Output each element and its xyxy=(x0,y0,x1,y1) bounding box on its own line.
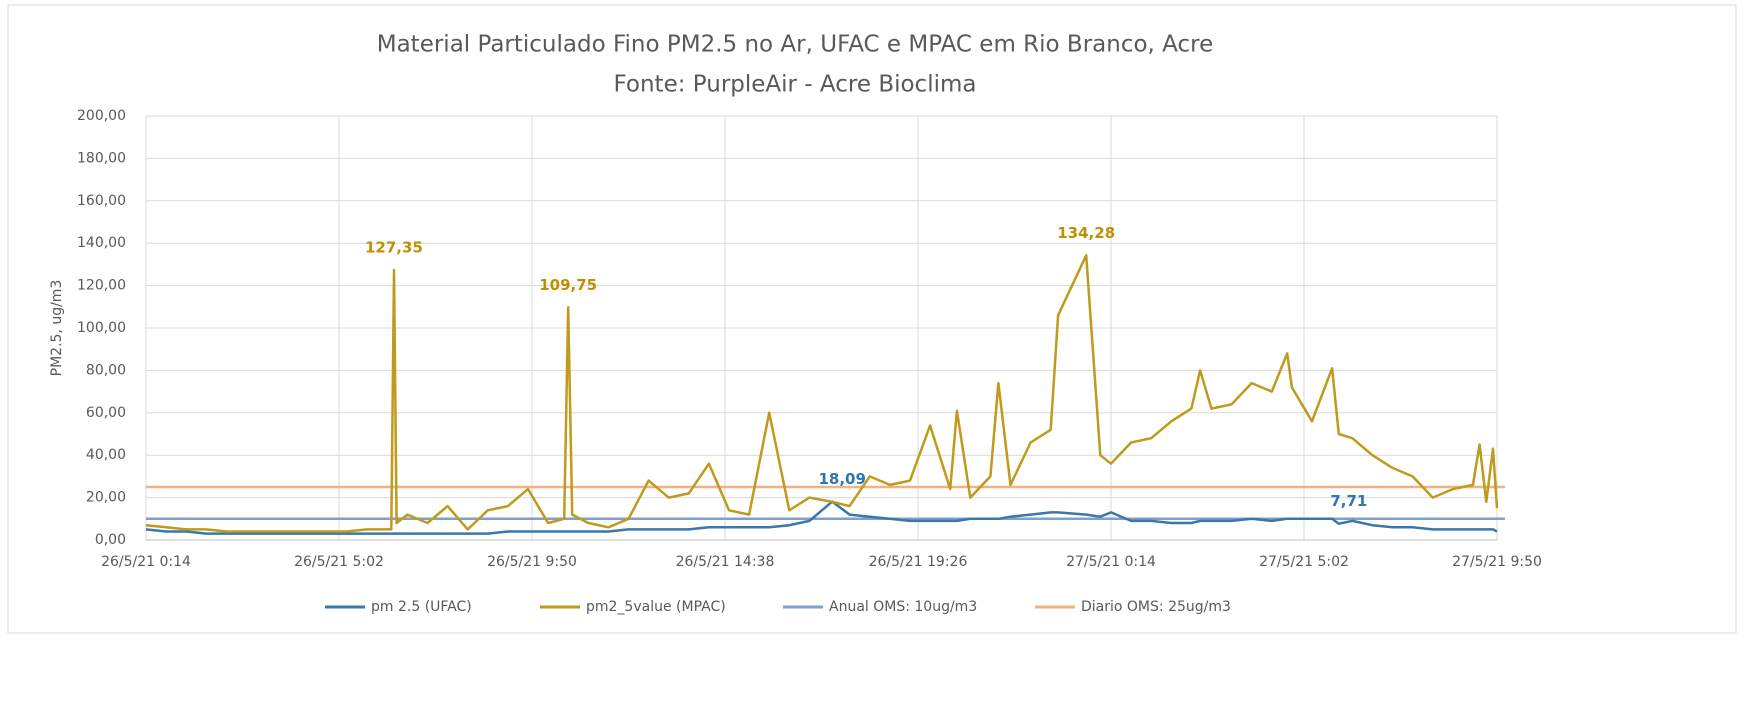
legend-label: pm2_5value (MPAC) xyxy=(586,599,726,615)
y-tick-label: 100,00 xyxy=(77,320,126,336)
chart-subtitle: Fonte: PurpleAir - Acre Bioclima xyxy=(614,72,977,98)
y-tick-label: 40,00 xyxy=(86,447,126,463)
y-tick-label: 20,00 xyxy=(86,490,126,506)
data-label: 127,35 xyxy=(365,239,423,257)
legend-label: pm 2.5 (UFAC) xyxy=(371,599,472,615)
y-tick-label: 0,00 xyxy=(95,532,126,548)
x-tick-label: 26/5/21 9:50 xyxy=(487,554,577,570)
x-tick-label: 27/5/21 9:50 xyxy=(1452,554,1542,570)
y-tick-label: 60,00 xyxy=(86,405,126,421)
data-label: 134,28 xyxy=(1057,224,1115,242)
chart-border xyxy=(7,4,1737,634)
y-tick-label: 120,00 xyxy=(77,278,126,294)
x-tick-label: 27/5/21 5:02 xyxy=(1259,554,1349,570)
data-label: 18,09 xyxy=(818,470,865,488)
x-tick-label: 26/5/21 14:38 xyxy=(676,554,775,570)
data-line xyxy=(145,500,1498,535)
x-tick-label: 26/5/21 0:14 xyxy=(101,554,191,570)
y-tick-label: 80,00 xyxy=(86,362,126,378)
y-tick-label: 140,00 xyxy=(77,235,126,251)
data-label: 7,71 xyxy=(1330,492,1367,510)
y-axis-title: PM2.5, ug/m3 xyxy=(49,280,65,377)
y-tick-label: 180,00 xyxy=(77,150,126,166)
chart-title: Material Particulado Fino PM2.5 no Ar, U… xyxy=(377,32,1214,58)
legend-label: Anual OMS: 10ug/m3 xyxy=(829,599,977,615)
y-tick-label: 200,00 xyxy=(77,108,126,124)
y-tick-label: 160,00 xyxy=(77,193,126,209)
data-label: 109,75 xyxy=(539,276,597,294)
data-line xyxy=(145,254,1499,533)
legend-label: Diario OMS: 25ug/m3 xyxy=(1081,599,1231,615)
x-tick-label: 26/5/21 5:02 xyxy=(294,554,384,570)
x-tick-label: 27/5/21 0:14 xyxy=(1066,554,1156,570)
x-tick-label: 26/5/21 19:26 xyxy=(869,554,968,570)
